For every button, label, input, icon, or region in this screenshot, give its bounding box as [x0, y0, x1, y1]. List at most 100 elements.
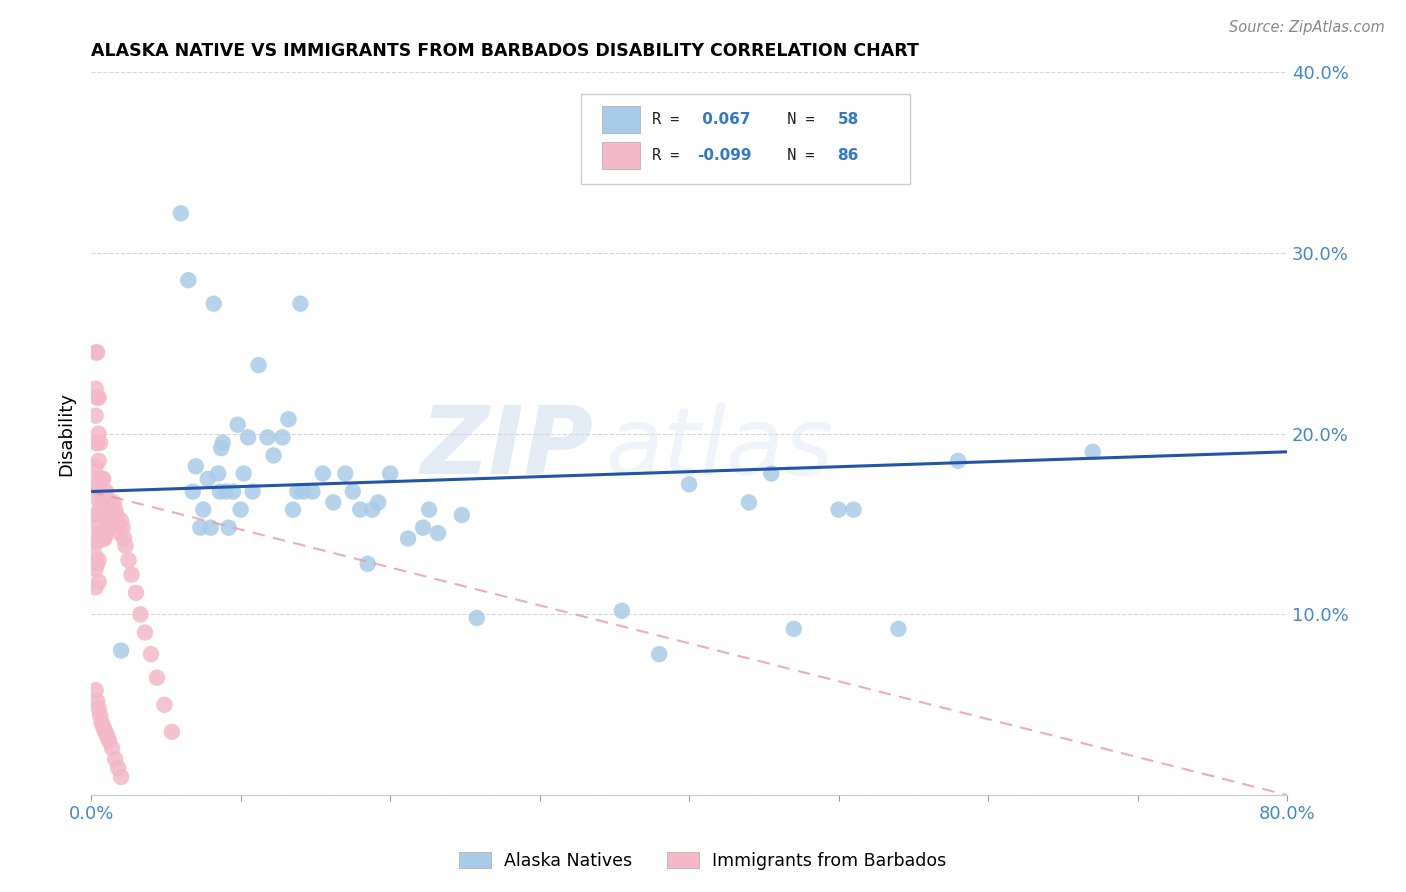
Point: [93, 508, 115, 522]
Point: [91, 508, 114, 522]
Point: [103, 517, 125, 532]
Point: [86, 508, 108, 522]
Point: [153, 698, 176, 712]
Point: [104, 502, 127, 516]
Point: [357, 557, 380, 571]
Text: -0.099: -0.099: [697, 148, 752, 163]
Point: [98, 734, 121, 748]
Point: [177, 273, 200, 287]
Point: [98, 495, 121, 509]
Point: [761, 467, 783, 481]
Point: [97, 517, 120, 532]
Point: [610, 604, 633, 618]
Point: [117, 553, 139, 567]
Point: [887, 622, 910, 636]
Point: [89, 499, 111, 513]
Point: [301, 484, 323, 499]
Point: [114, 539, 136, 553]
Point: [226, 417, 249, 432]
Point: [89, 472, 111, 486]
Point: [84, 345, 107, 359]
Point: [94, 526, 117, 541]
Point: [84, 580, 107, 594]
Point: [678, 477, 700, 491]
Point: [146, 671, 169, 685]
Point: [111, 521, 134, 535]
Point: [86, 557, 108, 571]
Point: [91, 532, 114, 546]
Point: [827, 502, 849, 516]
Point: [125, 585, 148, 599]
Point: [184, 459, 207, 474]
Point: [87, 454, 110, 468]
Point: [193, 502, 215, 516]
Point: [84, 459, 107, 474]
Point: [93, 532, 115, 546]
Point: [87, 426, 110, 441]
Point: [229, 502, 252, 516]
Point: [84, 562, 107, 576]
Point: [101, 502, 124, 516]
Point: [1081, 445, 1104, 459]
Point: [256, 430, 278, 444]
Text: atlas: atlas: [606, 402, 834, 493]
Text: R =: R =: [652, 148, 689, 163]
Point: [242, 484, 264, 499]
Point: [287, 484, 309, 499]
Point: [90, 472, 112, 486]
Point: [86, 435, 108, 450]
Point: [97, 495, 120, 509]
Point: [94, 502, 117, 516]
Point: [648, 647, 671, 661]
Point: [197, 472, 219, 486]
Text: 86: 86: [838, 148, 859, 163]
Point: [87, 553, 110, 567]
Text: R =: R =: [652, 112, 689, 127]
Point: [451, 508, 474, 522]
Point: [232, 467, 254, 481]
FancyBboxPatch shape: [602, 105, 640, 133]
Point: [91, 472, 114, 486]
Point: [322, 495, 344, 509]
Text: ALASKA NATIVE VS IMMIGRANTS FROM BARBADOS DISABILITY CORRELATION CHART: ALASKA NATIVE VS IMMIGRANTS FROM BARBADO…: [91, 42, 920, 60]
Point: [90, 490, 112, 504]
Point: [222, 484, 245, 499]
Point: [91, 719, 114, 733]
Point: [312, 467, 335, 481]
Point: [361, 502, 384, 516]
Point: [89, 708, 111, 723]
Point: [84, 535, 107, 549]
Point: [236, 430, 259, 444]
Point: [93, 490, 115, 504]
Text: Source: ZipAtlas.com: Source: ZipAtlas.com: [1229, 20, 1385, 35]
Point: [170, 206, 193, 220]
Text: ZIP: ZIP: [420, 402, 593, 494]
Point: [89, 526, 111, 541]
Point: [292, 484, 315, 499]
Text: N =: N =: [769, 148, 815, 163]
FancyBboxPatch shape: [602, 142, 640, 169]
Y-axis label: Disability: Disability: [58, 392, 75, 475]
Point: [396, 532, 419, 546]
Point: [367, 495, 389, 509]
Point: [110, 513, 132, 527]
Point: [87, 508, 110, 522]
Point: [412, 521, 434, 535]
Point: [290, 296, 312, 310]
Point: [86, 481, 108, 495]
Point: [90, 526, 112, 541]
Point: [181, 484, 204, 499]
Point: [110, 770, 132, 784]
Point: [129, 607, 152, 622]
Point: [100, 517, 122, 532]
Text: N =: N =: [769, 112, 815, 127]
Point: [335, 467, 357, 481]
Point: [202, 296, 225, 310]
Point: [418, 502, 440, 516]
Point: [160, 724, 183, 739]
Point: [87, 481, 110, 495]
Text: 0.067: 0.067: [697, 112, 751, 127]
Point: [105, 508, 128, 522]
Point: [84, 683, 107, 698]
Point: [84, 435, 107, 450]
